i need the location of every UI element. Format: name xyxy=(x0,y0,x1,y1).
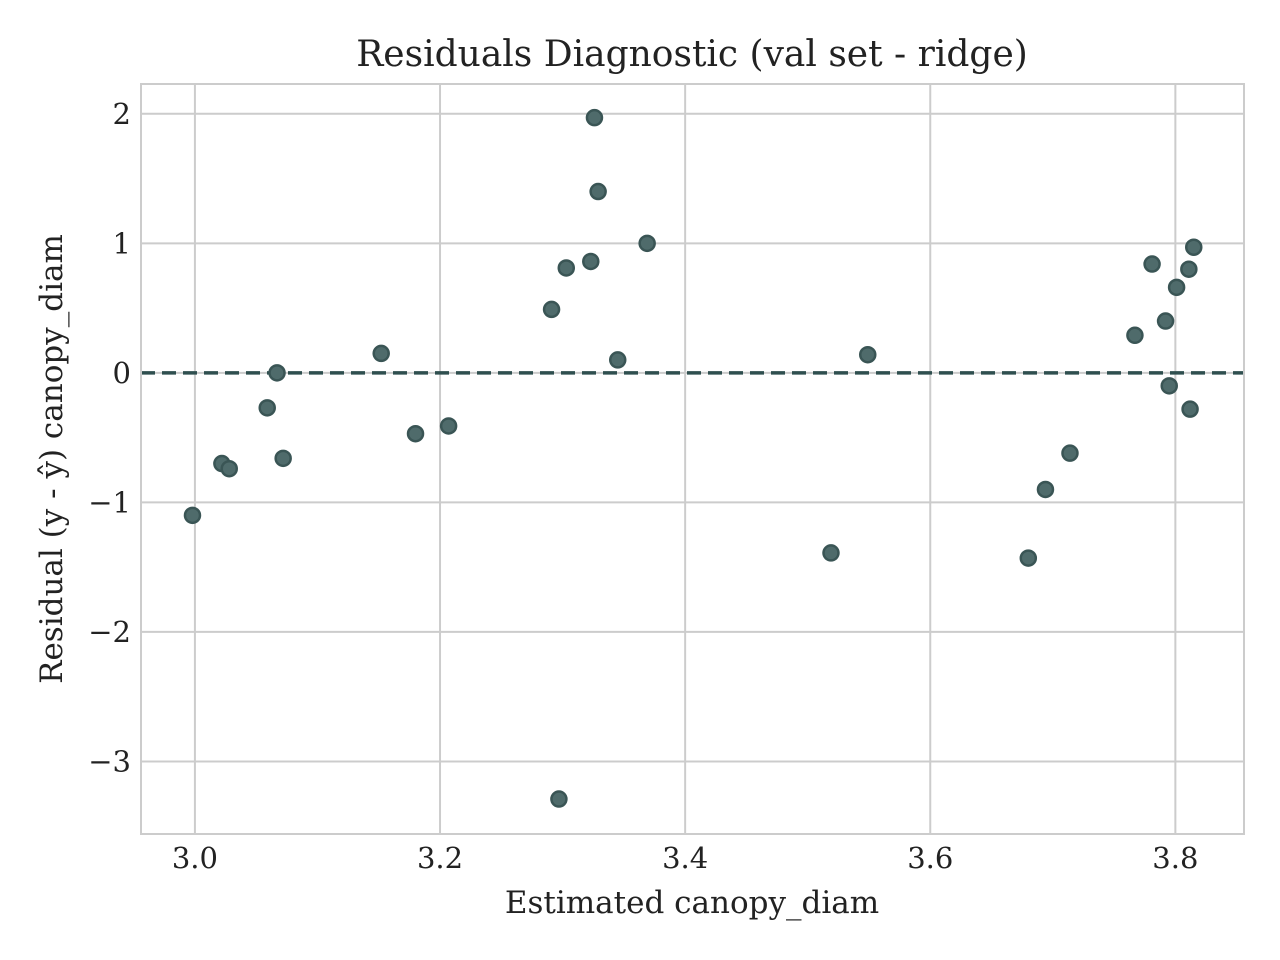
scatter-point xyxy=(859,345,877,364)
scatter-point xyxy=(542,300,561,319)
scatter-point xyxy=(1181,400,1199,418)
scatter-point xyxy=(589,182,607,201)
scatter-point xyxy=(258,399,276,417)
scatter-point xyxy=(183,506,202,525)
data-points xyxy=(183,108,1203,808)
y-tick-label: −3 xyxy=(88,744,131,778)
scatter-point xyxy=(1036,480,1055,499)
scatter-point xyxy=(439,417,458,435)
y-tick-label: −1 xyxy=(88,485,131,519)
scatter-point xyxy=(557,259,576,277)
y-axis-label: Residual (y - ŷ) canopy_diam xyxy=(34,234,70,684)
scatter-point xyxy=(1019,549,1038,567)
x-tick-label: 3.6 xyxy=(907,841,953,875)
scatter-point xyxy=(1160,377,1178,395)
scatter-point xyxy=(268,364,286,382)
scatter-point xyxy=(638,234,656,253)
grid xyxy=(141,84,1244,834)
scatter-point xyxy=(608,351,627,369)
x-tick-label: 3.0 xyxy=(172,841,218,875)
scatter-point xyxy=(1156,312,1175,330)
scatter-point xyxy=(1185,238,1203,256)
x-axis-label: Estimated canopy_diam xyxy=(505,885,879,921)
x-tick-labels: 3.0 3.2 3.4 3.6 3.8 xyxy=(172,841,1199,875)
scatter-point xyxy=(274,449,292,468)
scatter-point xyxy=(550,790,568,808)
scatter-point xyxy=(406,424,425,443)
scatter-point xyxy=(585,108,604,127)
x-tick-label: 3.4 xyxy=(662,841,708,875)
scatter-point xyxy=(1167,278,1186,297)
plot-frame xyxy=(140,83,1245,835)
y-tick-labels: 2 1 0 −1 −2 −3 xyxy=(88,97,131,779)
y-tick-label: 2 xyxy=(113,97,131,131)
scatter-point xyxy=(822,544,840,562)
scatter-point xyxy=(1126,326,1144,345)
scatter-point xyxy=(1180,260,1198,278)
x-tick-label: 3.8 xyxy=(1152,841,1198,875)
scatter-point xyxy=(1061,444,1079,462)
scatter-point xyxy=(1143,255,1161,273)
scatter-point xyxy=(220,459,238,478)
x-tick-label: 3.2 xyxy=(417,841,463,875)
y-tick-label: 1 xyxy=(113,226,131,260)
y-tick-label: −2 xyxy=(88,615,131,649)
chart-title: Residuals Diagnostic (val set - ridge) xyxy=(356,34,1028,75)
y-tick-label: 0 xyxy=(113,356,131,390)
scatter-point xyxy=(372,344,390,363)
scatter-point xyxy=(582,252,600,271)
